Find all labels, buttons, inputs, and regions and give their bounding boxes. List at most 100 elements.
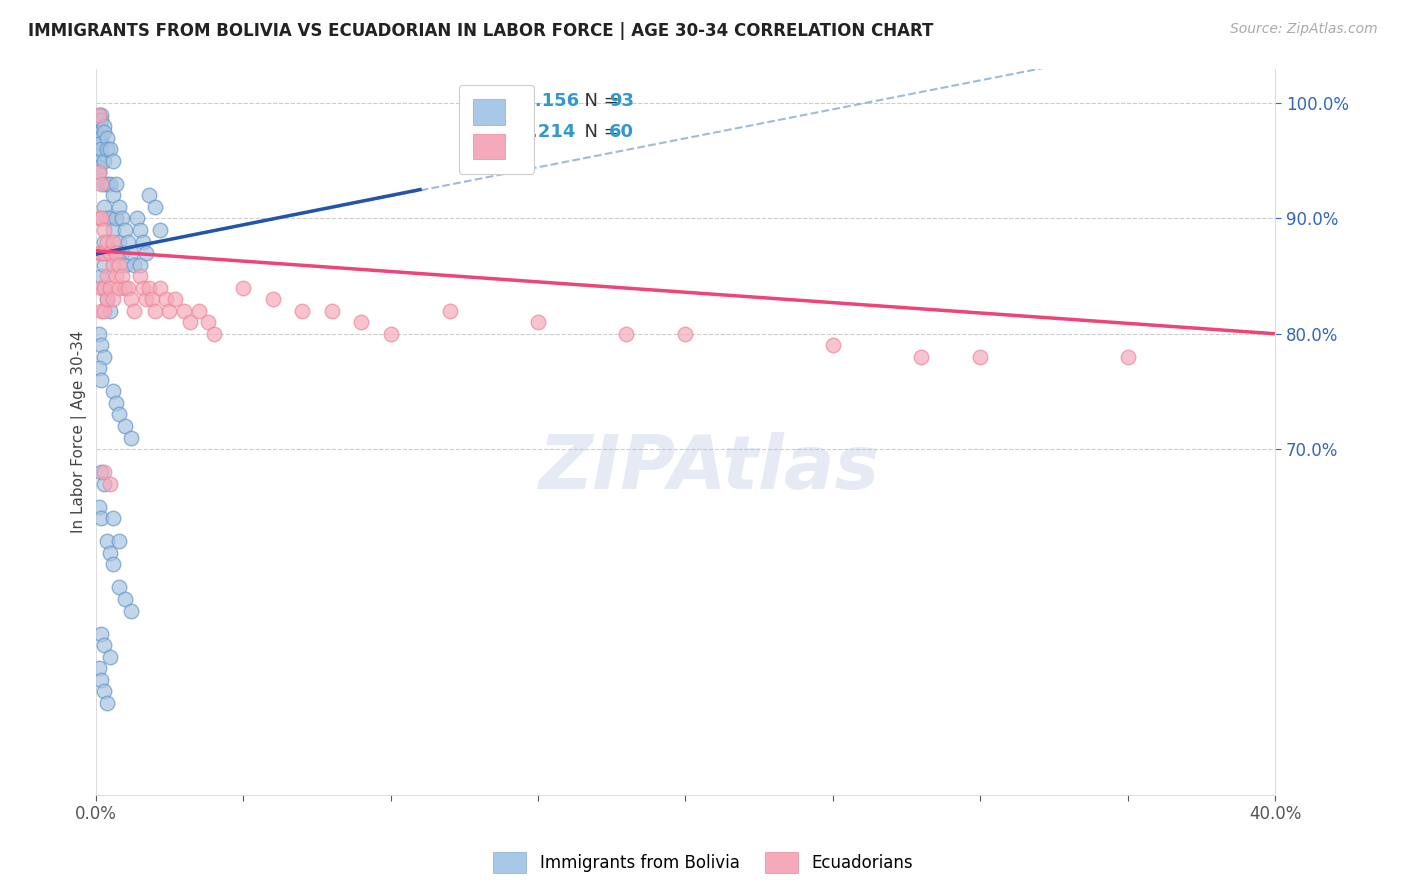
Point bbox=[87, 211, 110, 226]
Point bbox=[90, 142, 112, 156]
Point bbox=[439, 303, 461, 318]
Point bbox=[96, 246, 118, 260]
Point bbox=[173, 303, 195, 318]
Point bbox=[103, 153, 125, 168]
Point bbox=[117, 280, 139, 294]
Point bbox=[90, 373, 112, 387]
Point bbox=[910, 350, 932, 364]
Point bbox=[105, 396, 128, 410]
Point bbox=[114, 419, 136, 434]
Point bbox=[90, 303, 112, 318]
Point bbox=[179, 315, 201, 329]
Point bbox=[87, 148, 110, 162]
Legend: , : , bbox=[458, 85, 534, 174]
Point bbox=[87, 130, 110, 145]
Point bbox=[93, 200, 115, 214]
Point bbox=[122, 258, 145, 272]
Point bbox=[87, 246, 110, 260]
Text: 0.156: 0.156 bbox=[516, 92, 579, 111]
Point bbox=[96, 269, 118, 284]
Point bbox=[125, 211, 148, 226]
Point bbox=[93, 119, 115, 133]
Point bbox=[93, 465, 115, 479]
Point bbox=[93, 258, 115, 272]
Point bbox=[187, 303, 209, 318]
Text: IMMIGRANTS FROM BOLIVIA VS ECUADORIAN IN LABOR FORCE | AGE 30-34 CORRELATION CHA: IMMIGRANTS FROM BOLIVIA VS ECUADORIAN IN… bbox=[28, 22, 934, 40]
Point bbox=[98, 211, 121, 226]
Point bbox=[291, 303, 314, 318]
Text: 60: 60 bbox=[609, 123, 634, 142]
Point bbox=[103, 235, 125, 249]
Point bbox=[120, 246, 142, 260]
Point bbox=[90, 246, 112, 260]
Point bbox=[87, 153, 110, 168]
Point bbox=[103, 511, 125, 525]
Point bbox=[108, 200, 131, 214]
Point bbox=[122, 303, 145, 318]
Point bbox=[114, 280, 136, 294]
Point bbox=[87, 165, 110, 179]
Point bbox=[90, 246, 112, 260]
Point bbox=[96, 235, 118, 249]
Point bbox=[96, 292, 118, 306]
Point bbox=[157, 303, 180, 318]
Point bbox=[93, 125, 115, 139]
Point bbox=[103, 558, 125, 572]
Text: -0.214: -0.214 bbox=[510, 123, 575, 142]
Point bbox=[93, 476, 115, 491]
Point bbox=[90, 125, 112, 139]
Point bbox=[93, 350, 115, 364]
Point bbox=[143, 200, 166, 214]
Point bbox=[93, 177, 115, 191]
Point bbox=[969, 350, 991, 364]
Point bbox=[96, 534, 118, 549]
Point bbox=[98, 142, 121, 156]
Point bbox=[616, 326, 638, 341]
Point bbox=[105, 177, 128, 191]
Point bbox=[87, 160, 110, 174]
Text: N =: N = bbox=[574, 123, 624, 142]
Point bbox=[90, 626, 112, 640]
Point bbox=[108, 408, 131, 422]
Point bbox=[90, 130, 112, 145]
Point bbox=[132, 280, 155, 294]
Point bbox=[821, 338, 844, 352]
Point bbox=[380, 326, 402, 341]
Point bbox=[98, 246, 121, 260]
Point bbox=[90, 113, 112, 128]
Point bbox=[197, 315, 219, 329]
Point bbox=[114, 223, 136, 237]
Text: ZIPAtlas: ZIPAtlas bbox=[538, 432, 880, 505]
Point bbox=[98, 177, 121, 191]
Point bbox=[120, 603, 142, 617]
Point bbox=[90, 280, 112, 294]
Point bbox=[108, 581, 131, 595]
Point bbox=[114, 592, 136, 607]
Text: R =: R = bbox=[477, 92, 516, 111]
Point bbox=[93, 246, 115, 260]
Text: Source: ZipAtlas.com: Source: ZipAtlas.com bbox=[1230, 22, 1378, 37]
Point bbox=[93, 153, 115, 168]
Point bbox=[1116, 350, 1139, 364]
Point bbox=[93, 280, 115, 294]
Text: R =: R = bbox=[477, 123, 516, 142]
Point bbox=[87, 108, 110, 122]
Point bbox=[108, 534, 131, 549]
Point bbox=[128, 269, 150, 284]
Point bbox=[132, 235, 155, 249]
Point bbox=[128, 258, 150, 272]
Point bbox=[87, 142, 110, 156]
Point bbox=[93, 235, 115, 249]
Point bbox=[105, 246, 128, 260]
Point bbox=[87, 136, 110, 151]
Point bbox=[87, 661, 110, 675]
Point bbox=[138, 280, 160, 294]
Point bbox=[103, 258, 125, 272]
Point bbox=[111, 269, 134, 284]
Point bbox=[111, 246, 134, 260]
Point bbox=[103, 292, 125, 306]
Point bbox=[90, 673, 112, 687]
Point bbox=[120, 431, 142, 445]
Point bbox=[90, 511, 112, 525]
Point bbox=[105, 246, 128, 260]
